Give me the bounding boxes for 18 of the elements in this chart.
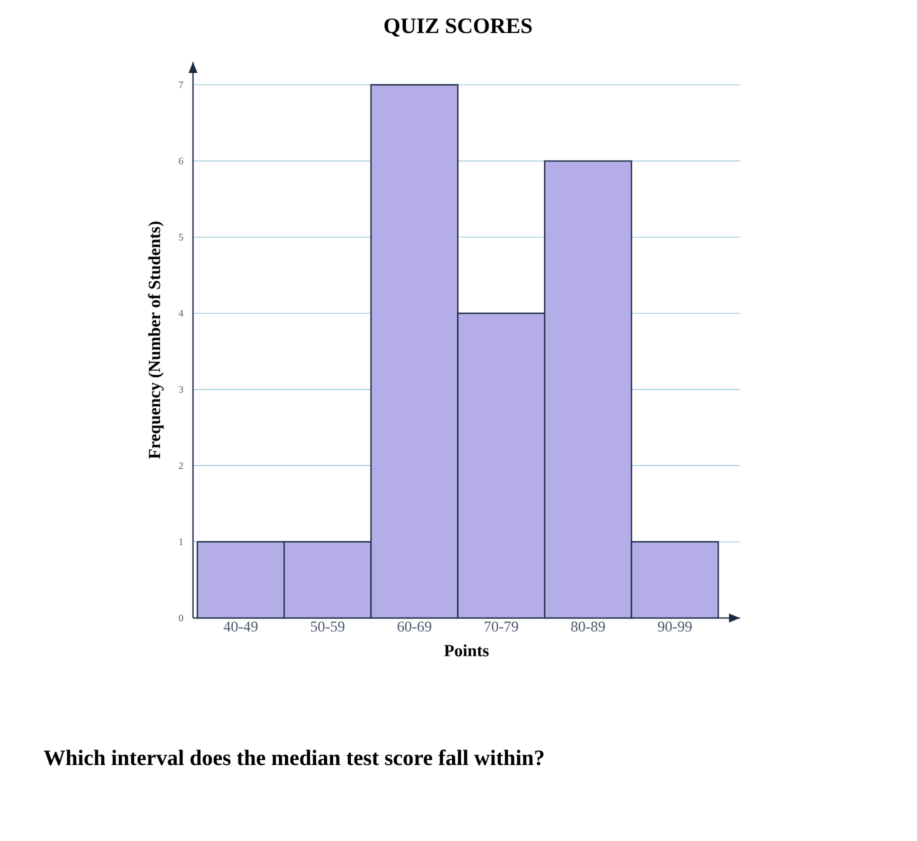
text: Which interval does the median test score fall within? [44, 750, 544, 766]
x-tick-label: 90-99 [658, 622, 692, 632]
y-tick-label: 5 [179, 234, 184, 240]
x-tick-label: 60-69 [398, 622, 432, 632]
y-tick-label: 2 [178, 462, 183, 469]
y-tick-label: 1 [179, 538, 183, 546]
chart-title: QUIZ SCORES [384, 18, 532, 37]
y-axis-title: Frequency (Number of Students) [148, 222, 164, 459]
x-axis-title: Points [444, 644, 489, 656]
x-tick-label: 40-49 [224, 622, 258, 632]
x-tick-label: 80-89 [571, 622, 605, 632]
y-tick-label: 4 [178, 310, 184, 317]
y-tick-label: 7 [179, 82, 184, 88]
y-tick-label: 6 [178, 158, 184, 164]
y-tick-label: 0 [178, 614, 184, 622]
y-tick-label: 3 [178, 386, 184, 393]
x-tick-label: 50-59 [311, 622, 344, 632]
x-tick-label: 70-79 [484, 622, 518, 632]
